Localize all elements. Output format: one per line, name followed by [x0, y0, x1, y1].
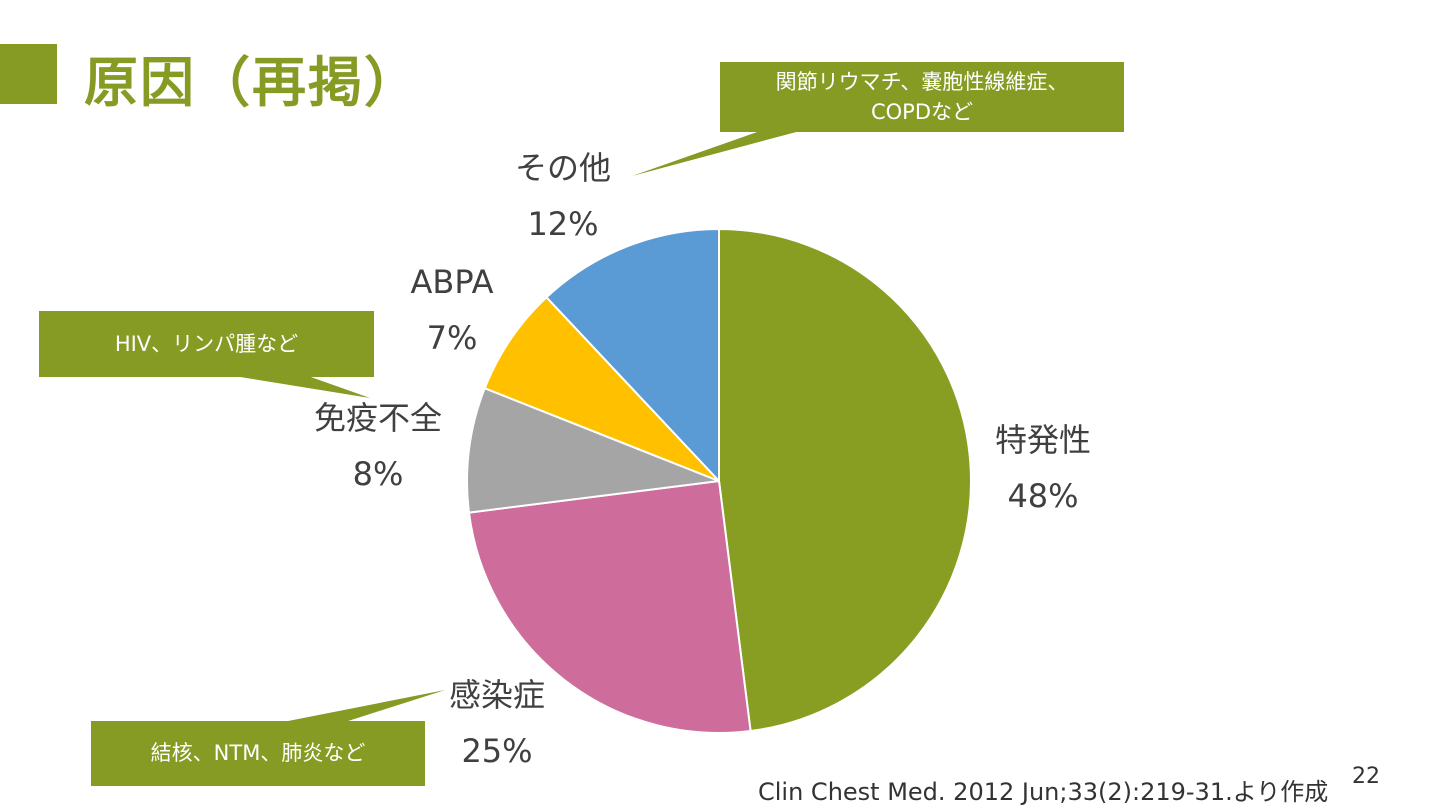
callout-immuno-pointer	[234, 376, 370, 398]
slice-percent: 12%	[527, 205, 599, 243]
source-citation: Clin Chest Med. 2012 Jun;33(2):219-31.より…	[758, 778, 1329, 806]
slice-name: 免疫不全	[313, 399, 442, 437]
slice-label-idiopathic: 特発性 48%	[983, 412, 1103, 524]
callout-other-pointer	[632, 131, 800, 176]
slice-label-other: その他 12%	[498, 140, 628, 252]
slice-percent: 7%	[426, 319, 478, 357]
slice-label-abpa: ABPA 7%	[397, 254, 507, 366]
callout-immunodeficiency: HIV、リンパ腫など	[39, 311, 374, 377]
slice-name: その他	[514, 149, 611, 187]
slice-label-infection: 感染症 25%	[437, 667, 557, 779]
title-accent-bar	[0, 44, 57, 104]
pie-slice-4	[545, 227, 720, 484]
slice-percent: 48%	[1007, 477, 1079, 515]
callout-pointers	[234, 131, 800, 722]
pie-slice-3	[483, 295, 720, 482]
slice-percent: 8%	[352, 455, 404, 493]
slice-percent: 25%	[461, 732, 533, 770]
pie-slice-0	[718, 227, 972, 733]
slice-name: ABPA	[410, 263, 494, 301]
slice-name: 感染症	[448, 676, 545, 714]
callout-other-line1: 関節リウマチ、嚢胞性線維症、	[775, 69, 1069, 94]
callout-infection-pointer	[283, 690, 445, 722]
callout-other-causes: 関節リウマチ、嚢胞性線維症、 COPDなど	[720, 62, 1124, 132]
pie-slices	[466, 227, 972, 734]
callout-immuno-text: HIV、リンパ腫など	[114, 331, 299, 356]
pie-slice-2	[466, 386, 720, 514]
callout-infection: 結核、NTM、肺炎など	[91, 721, 425, 786]
page-title: 原因（再掲）	[84, 51, 420, 114]
callout-infection-text: 結核、NTM、肺炎など	[150, 741, 366, 766]
slice-label-immunodeficiency: 免疫不全 8%	[303, 390, 453, 502]
slice-name: 特発性	[994, 421, 1091, 459]
callout-other-line2: COPDなど	[870, 100, 974, 124]
page-number: 22	[1352, 764, 1380, 789]
pie-slice-1	[467, 479, 752, 734]
